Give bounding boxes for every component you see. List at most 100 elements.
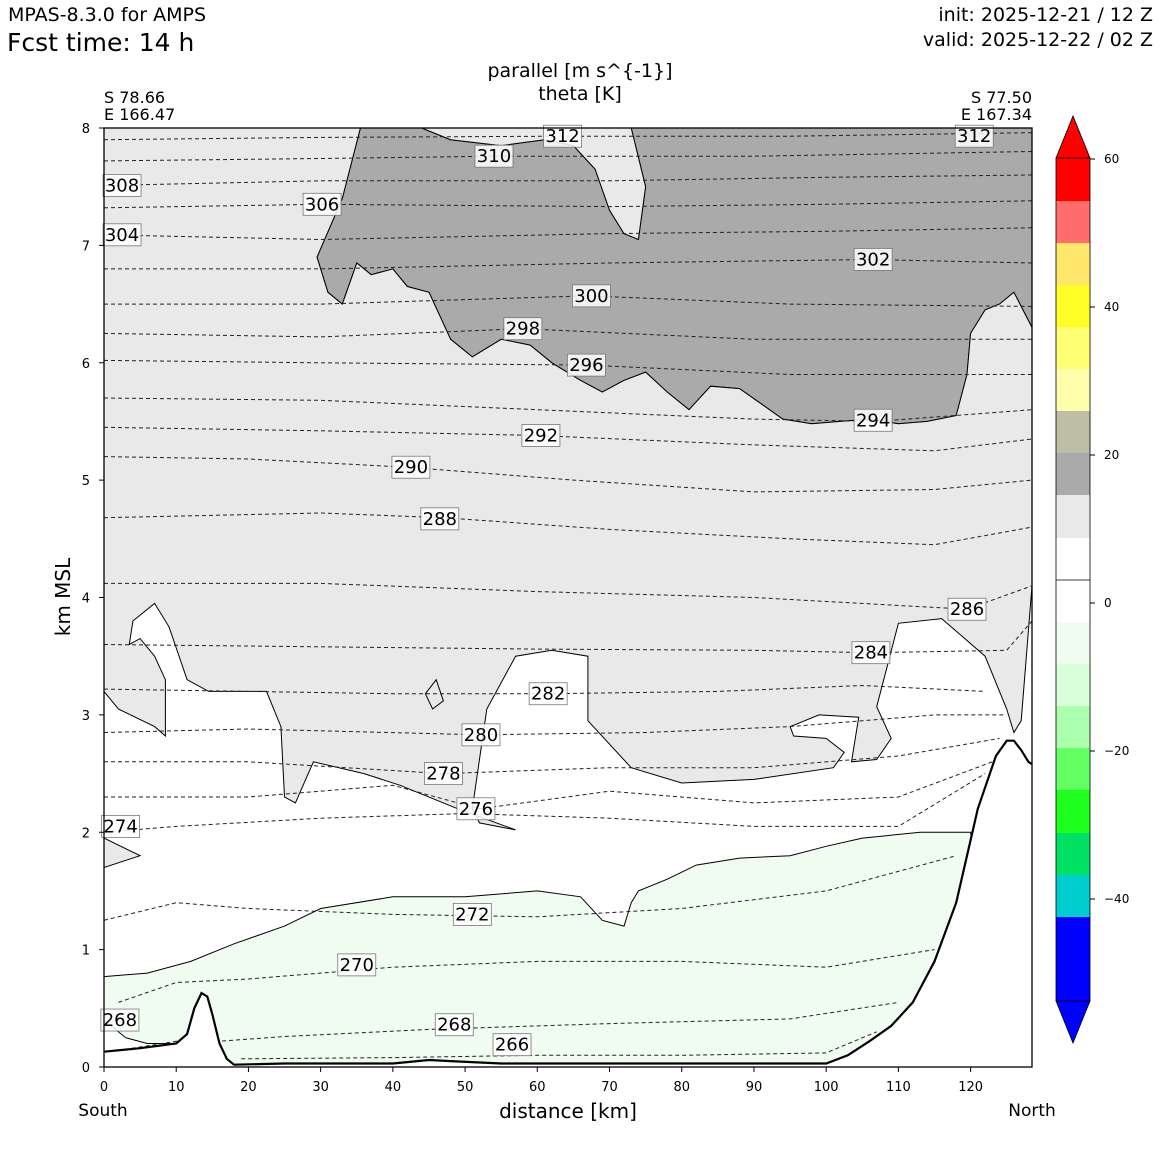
x-tick-label: 110 xyxy=(886,1080,911,1095)
theta-label: 280 xyxy=(464,725,498,746)
terrain xyxy=(104,739,1032,1067)
colorbar-tick-label: −40 xyxy=(1104,892,1129,906)
theta-label-box xyxy=(434,1013,474,1037)
theta-label-box xyxy=(567,353,606,377)
theta-label: 284 xyxy=(854,643,888,664)
theta-label-box xyxy=(521,424,561,447)
colorbar-bin xyxy=(1056,285,1090,328)
theta-label: 266 xyxy=(495,1035,529,1056)
colorbar-tick-label: −20 xyxy=(1104,744,1129,758)
colorbar-bin xyxy=(1056,833,1090,876)
colorbar-bin xyxy=(1056,580,1090,623)
colorbar: 60 40 20 0 −20 −40 xyxy=(1055,114,1129,1045)
theta-label-box xyxy=(851,641,891,665)
colorbar-tick-label: 40 xyxy=(1104,300,1119,314)
theta-label: 310 xyxy=(477,146,511,167)
y-tick-label: 0 xyxy=(82,1061,90,1076)
theta-label-box xyxy=(947,597,987,621)
y-axis: 0 1 2 3 4 5 6 7 8 xyxy=(82,122,104,1076)
theta-labels: 312 312 310 308 306 304 302 300 298 296 294 292 290 2… xyxy=(100,124,994,1057)
theta-label: 302 xyxy=(856,249,890,270)
theta-label-box xyxy=(461,723,501,747)
theta-label: 296 xyxy=(569,355,603,376)
theta-label: 278 xyxy=(426,764,460,785)
y-tick-label: 8 xyxy=(82,122,90,137)
theta-label: 282 xyxy=(531,684,565,705)
y-tick-label: 7 xyxy=(82,239,90,254)
colorbar-tick-label: 20 xyxy=(1104,448,1119,462)
y-tick-label: 4 xyxy=(82,592,90,607)
colorbar-bin xyxy=(1056,664,1090,707)
x-tick-label: 60 xyxy=(529,1080,546,1095)
theta-contour xyxy=(104,737,1000,775)
x-tick-label: 100 xyxy=(814,1080,839,1095)
theta-label-box xyxy=(302,192,342,216)
theta-label: 294 xyxy=(856,410,890,431)
right-end-latitude: S 77.50 xyxy=(970,88,1032,107)
colorbar-bin xyxy=(1056,706,1090,749)
colorbar-bin xyxy=(1056,495,1090,538)
theta-contour xyxy=(104,456,1032,493)
theta-label-box xyxy=(853,408,893,432)
theta-label: 270 xyxy=(340,955,374,976)
theta-contour xyxy=(104,174,1032,186)
x-tick-label: 50 xyxy=(457,1080,474,1095)
theta-label: 268 xyxy=(437,1015,471,1036)
theta-label-box xyxy=(543,124,582,148)
colorbar-bin xyxy=(1056,748,1090,791)
theta-contour xyxy=(104,426,1032,452)
theta-contour xyxy=(104,684,986,695)
colorbar-tick-label: 60 xyxy=(1104,152,1119,166)
x-tick-label: 80 xyxy=(673,1080,690,1095)
theta-label-box xyxy=(337,953,377,977)
theta-contour xyxy=(118,949,935,1003)
theta-label: 306 xyxy=(305,194,339,215)
colorbar-bin xyxy=(1056,790,1090,833)
theta-label: 292 xyxy=(524,426,558,447)
x-axis: 0 10 20 30 40 50 60 70 80 90 100 110 120 xyxy=(100,1067,983,1095)
right-end-longitude: E 167.34 xyxy=(960,105,1032,124)
theta-label: 304 xyxy=(105,225,139,246)
theta-label: 312 xyxy=(957,126,991,147)
colorbar-bin xyxy=(1056,369,1090,412)
x-tick-label: 90 xyxy=(746,1080,763,1095)
init-time: init: 2025-12-21 / 12 Z xyxy=(938,4,1153,26)
theta-label-box xyxy=(954,124,994,148)
theta-contour xyxy=(104,328,1032,340)
theta-label: 308 xyxy=(105,176,139,197)
theta-label: 286 xyxy=(950,599,984,620)
theta-label: 290 xyxy=(394,457,428,478)
colorbar-bin xyxy=(1056,538,1090,581)
theta-label-box xyxy=(503,317,543,341)
x-tick-label: 30 xyxy=(312,1080,329,1095)
theta-contour xyxy=(104,714,1007,736)
theta-label: 268 xyxy=(103,1010,137,1031)
theta-label-box xyxy=(474,144,514,168)
colorbar-bin xyxy=(1056,875,1090,918)
y-tick-label: 2 xyxy=(82,826,90,841)
wind-region xyxy=(104,837,142,869)
colorbar-bin xyxy=(1056,622,1090,665)
theta-label-box xyxy=(102,174,142,197)
theta-contour xyxy=(104,512,1032,546)
north-direction-label: North xyxy=(1008,1101,1056,1121)
theta-label-box xyxy=(528,682,568,706)
theta-label-box xyxy=(100,1008,140,1032)
forecast-time: Fcst time: 14 h xyxy=(7,28,195,57)
theta-contour xyxy=(104,773,986,833)
y-tick-label: 1 xyxy=(82,944,90,959)
x-tick-label: 20 xyxy=(240,1080,257,1095)
colorbar-bin xyxy=(1056,158,1090,201)
theta-label: 274 xyxy=(103,816,137,837)
x-tick-label: 40 xyxy=(385,1080,402,1095)
x-tick-label: 10 xyxy=(168,1080,185,1095)
colorbar-bin xyxy=(1056,243,1090,286)
theta-label-box xyxy=(391,455,431,479)
theta-contour xyxy=(104,258,1032,270)
south-direction-label: South xyxy=(78,1101,128,1121)
theta-label-box xyxy=(572,284,611,308)
plot-area: 312 312 310 308 306 304 302 300 298 296 294 292 290 2… xyxy=(100,124,1033,1068)
theta-label: 312 xyxy=(545,126,579,147)
y-tick-label: 5 xyxy=(82,474,90,489)
